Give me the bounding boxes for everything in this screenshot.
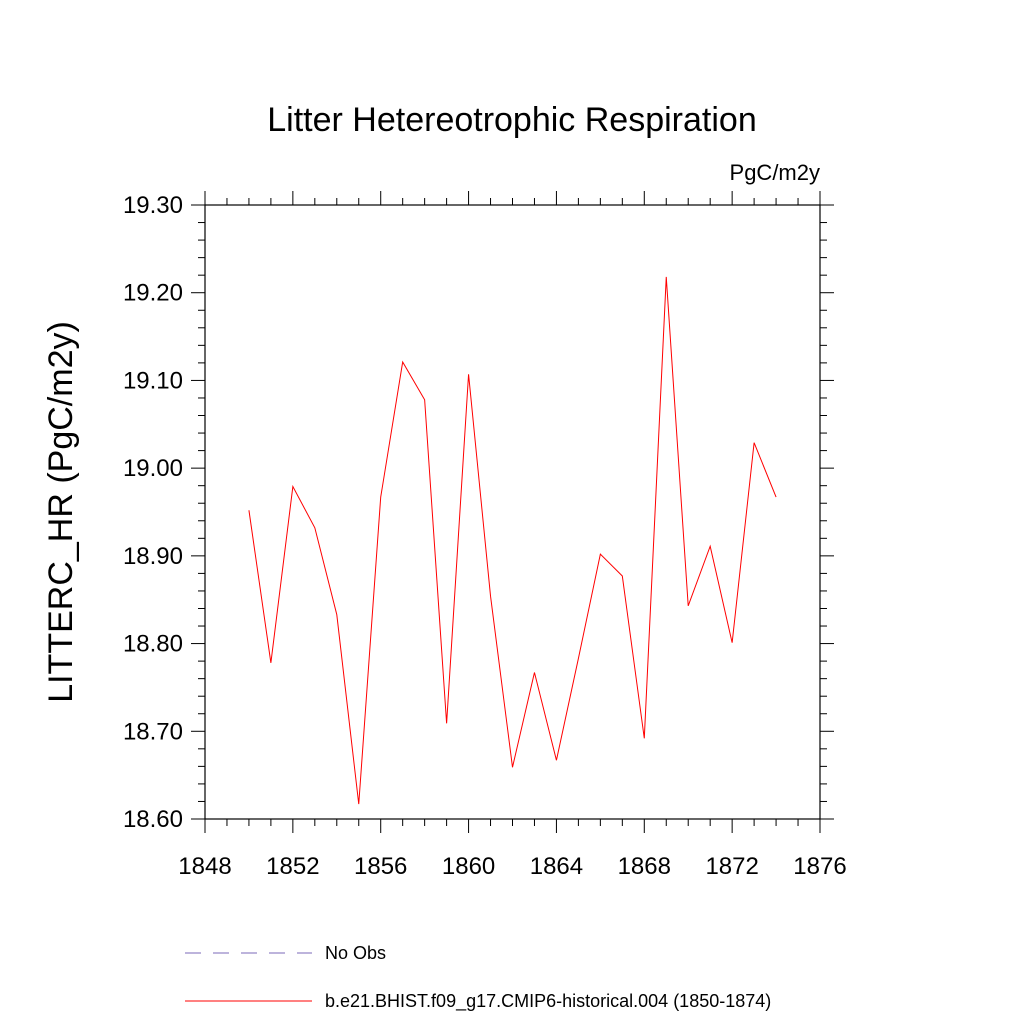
- series-line-0: [248, 276, 777, 805]
- legend: No Obs b.e21.BHIST.f09_g17.CMIP6-histori…: [185, 943, 771, 1012]
- y-tick-label: 18.80: [123, 631, 183, 658]
- y-tick-label: 18.70: [123, 718, 183, 745]
- y-tick-labels: 18.60 18.70 18.80 18.90 19.00 19.10 19.20 19.30: [123, 192, 183, 833]
- y-axis-label: LITTERC_HR (PgC/m2y): [42, 321, 80, 703]
- x-tick-label: 1864: [530, 853, 583, 880]
- y-tick-label: 19.10: [123, 367, 183, 394]
- axis-ticks: [191, 191, 834, 833]
- y-tick-label: 19.30: [123, 192, 183, 219]
- y-tick-label: 18.90: [123, 543, 183, 570]
- y-tick-label: 19.20: [123, 280, 183, 307]
- series-group: [248, 276, 777, 805]
- y-tick-label: 19.00: [123, 455, 183, 482]
- x-tick-labels: 1848 1852 1856 1860 1864 1868 1872 1876: [178, 853, 846, 880]
- legend-label-no-obs: No Obs: [325, 943, 386, 963]
- x-tick-label: 1868: [618, 853, 671, 880]
- y-tick-label: 18.60: [123, 806, 183, 833]
- x-tick-label: 1848: [178, 853, 231, 880]
- legend-label-series: b.e21.BHIST.f09_g17.CMIP6-historical.004…: [325, 991, 771, 1012]
- plot-frame: [204, 204, 821, 820]
- x-tick-label: 1872: [705, 853, 758, 880]
- x-tick-label: 1876: [793, 853, 846, 880]
- x-tick-label: 1852: [266, 853, 319, 880]
- x-tick-label: 1856: [354, 853, 407, 880]
- units-label: PgC/m2y: [730, 160, 820, 185]
- x-tick-label: 1860: [442, 853, 495, 880]
- chart-title: Litter Hetereotrophic Respiration: [267, 101, 756, 139]
